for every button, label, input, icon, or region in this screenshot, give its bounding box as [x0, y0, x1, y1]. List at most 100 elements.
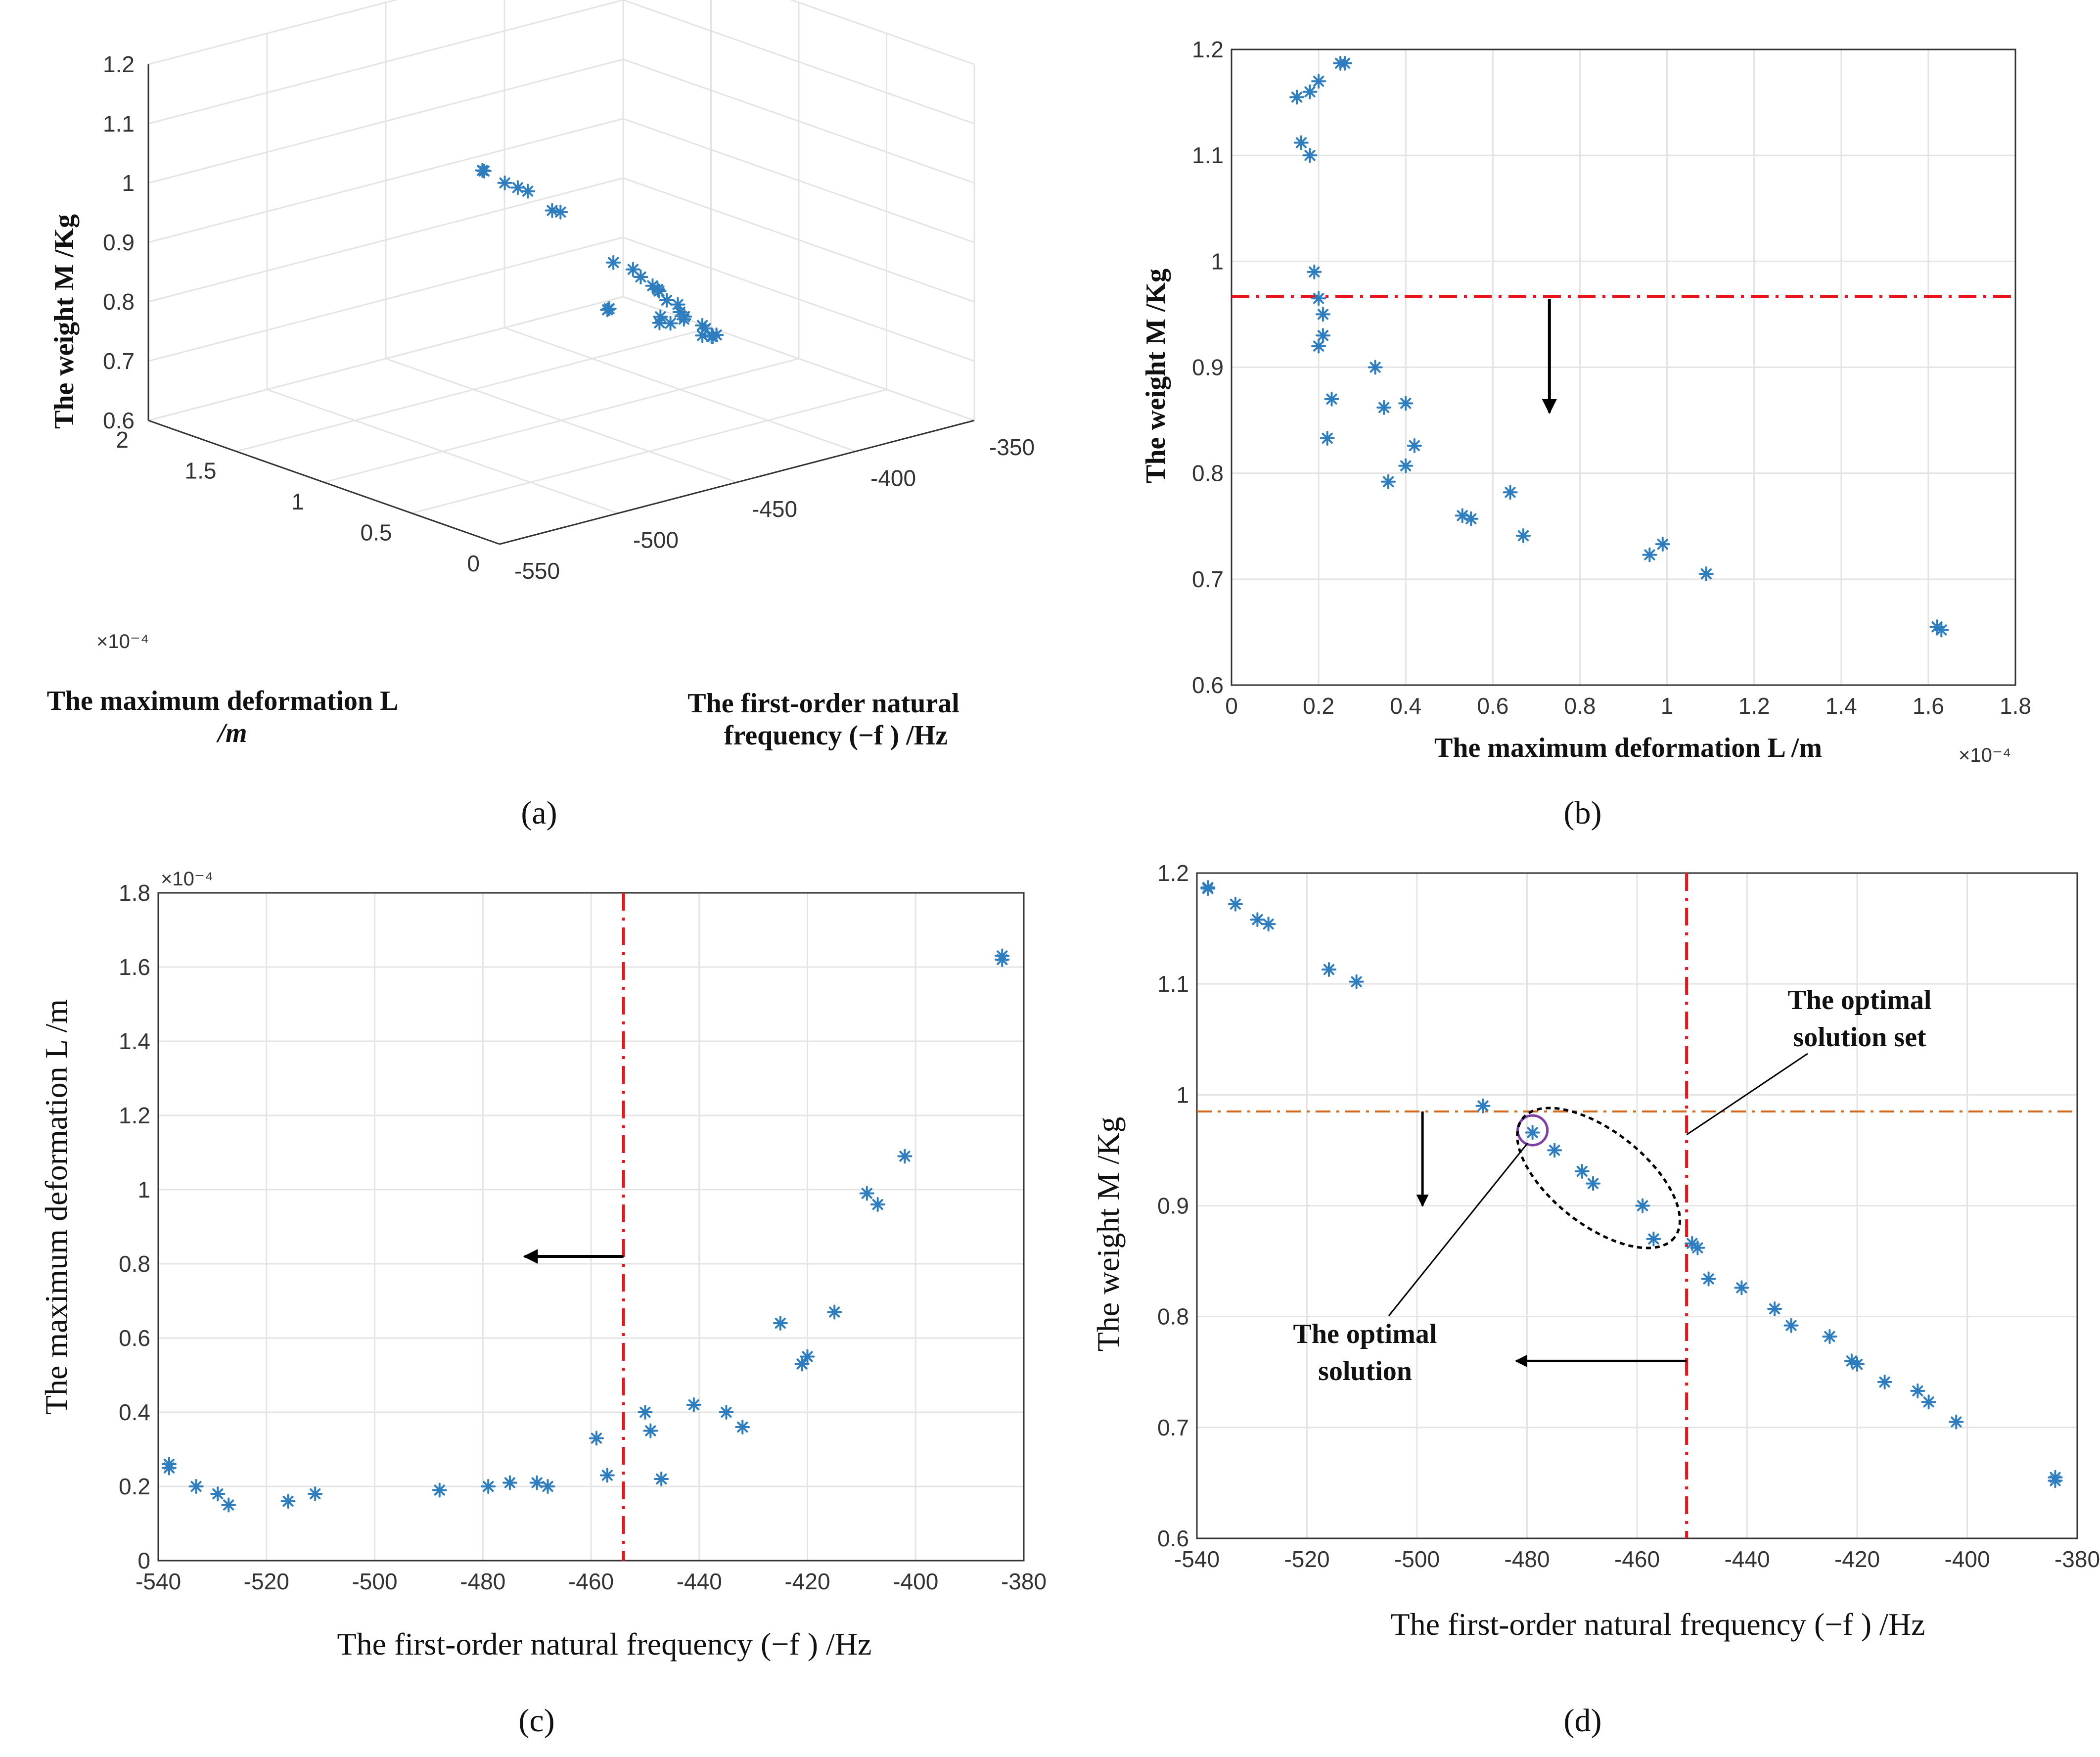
b-point-16 [1320, 430, 1335, 446]
d-point-17 [1734, 1280, 1749, 1295]
d-axes-box [1196, 872, 2078, 1539]
panel-a-sidewall-grid-z-1 [623, 236, 975, 362]
b-point-15 [1376, 400, 1392, 415]
c-tick-y-4: 0.8 [119, 1251, 150, 1277]
c-tick-y-7: 1.4 [119, 1028, 150, 1054]
c-tick-y-9: 1.8 [119, 880, 150, 906]
d-point-10 [1574, 1164, 1590, 1179]
panel-c-ticks: -540 -520 -500 -480 -460 -440 -420 -400 -380 0 0.2… [119, 880, 1047, 1594]
panel-d-annotation-solution-line1: The optimal [1293, 1319, 1437, 1349]
d-point-2 [1228, 896, 1243, 912]
c-tick-x-0: -540 [136, 1569, 181, 1594]
d-point-3 [1250, 912, 1265, 927]
d-point-19 [1783, 1318, 1799, 1333]
d-tick-x-7: -400 [1944, 1546, 1990, 1572]
c-point-17 [686, 1397, 701, 1412]
panel-a-tick-z-1: 0.7 [103, 348, 135, 374]
b-tick-x-1: 0.2 [1303, 693, 1334, 719]
b-point-5 [1293, 135, 1309, 150]
b-point-19 [1381, 474, 1396, 489]
c-point-19 [735, 1420, 750, 1434]
panel-a-tick-y-0: 0 [467, 551, 480, 576]
panel-a-backwall-grid-z-1 [148, 236, 624, 362]
c-tick-x-2: -500 [352, 1569, 397, 1594]
d-tick-y-6: 1.2 [1157, 860, 1189, 886]
panel-a-tick-x-1: -500 [633, 527, 679, 553]
b-axes-box [1231, 48, 2016, 686]
panel-d-set-leader [1686, 1053, 1808, 1136]
panel-d-points [1200, 880, 2063, 1488]
c-point-5 [280, 1494, 296, 1509]
panel-a-xlabel-line1: The first-order natural [687, 688, 959, 719]
panel-d-caption: (d) [1564, 1703, 1602, 1739]
panel-a-tick-x-0: -550 [514, 558, 560, 584]
panel-d-scatter: -540 -520 -500 -480 -460 -440 -420 -400 -380 0.6 0… [1091, 860, 2100, 1739]
panel-a-point-9 [633, 270, 648, 284]
b-point-22 [1463, 511, 1479, 526]
c-point-12 [589, 1431, 604, 1446]
panel-d-annotations [1388, 1053, 1808, 1316]
panel-c-xlabel: The first-order natural frequency (−f ) … [337, 1626, 872, 1662]
panel-a-backwall-grid-z-2 [148, 177, 624, 303]
c-point-15 [643, 1423, 658, 1438]
c-point-10 [529, 1475, 545, 1490]
c-point-23 [827, 1304, 842, 1320]
panel-c-scatter: -540 -520 -500 -480 -460 -440 -420 -400 -380 0 0.2… [39, 868, 1047, 1739]
b-point-2 [1311, 74, 1326, 89]
b-tick-x-5: 1 [1661, 693, 1674, 719]
panel-a-tick-z-4: 1 [122, 170, 135, 196]
panel-c-points [161, 948, 1010, 1513]
panel-a-tick-y-2: 1 [291, 489, 304, 514]
b-tick-x-4: 0.8 [1564, 693, 1596, 719]
panel-c-threshold [523, 893, 625, 1561]
b-point-26 [1698, 566, 1714, 582]
d-tick-y-4: 1 [1176, 1082, 1189, 1108]
d-tick-x-4: -460 [1614, 1546, 1660, 1572]
panel-a-y-exponent: ×10⁻⁴ [96, 631, 149, 652]
panel-b-x-exponent: ×10⁻⁴ [1959, 744, 2011, 766]
panel-a-point-20 [676, 312, 691, 327]
panel-a-tick-y-4: 2 [116, 427, 129, 453]
c-tick-x-1: -520 [244, 1569, 289, 1594]
panel-a-floor-grid-l-2 [323, 358, 799, 483]
panel-d-ticks: -540 -520 -500 -480 -460 -440 -420 -400 -380 0.6 0… [1157, 860, 2100, 1572]
b-point-7 [1307, 264, 1322, 279]
panel-a-sidewall-grid-z-5 [623, 0, 975, 125]
d-point-25 [1921, 1394, 1936, 1410]
c-tick-y-8: 1.6 [119, 954, 150, 980]
b-tick-x-2: 0.4 [1390, 693, 1421, 719]
panel-d-grid [1196, 872, 2078, 1539]
panel-a-tick-x-3: -400 [870, 465, 916, 491]
b-tick-y-2: 0.8 [1192, 461, 1224, 486]
panel-a-ylabel-line1: The maximum deformation L [47, 686, 399, 716]
panel-a-point-28 [600, 302, 615, 318]
panel-a-sidewall-grid-z-6 [789, 0, 975, 65]
panel-a-sidewall-grid-z-2 [623, 177, 975, 303]
d-point-9 [1547, 1143, 1562, 1158]
panel-a-ticks: -550 -500 -450 -400 -350 0 0.5 1 1.5 20.6 0.7 0.8 0.… [103, 51, 1035, 584]
c-point-18 [719, 1405, 734, 1420]
panel-a-backwall-grid-z-0 [148, 296, 624, 421]
panel-a-point-6 [553, 204, 568, 220]
d-point-26 [1949, 1414, 1964, 1430]
b-point-10 [1315, 328, 1330, 343]
b-tick-x-8: 1.6 [1913, 693, 1944, 719]
panel-a-point-4 [520, 184, 536, 199]
panel-d-annotation-solution-line2: solution [1318, 1356, 1412, 1387]
b-point-8 [1311, 291, 1326, 306]
panel-a-backwall-grid-z-3 [148, 118, 624, 243]
d-point-1 [1200, 881, 1216, 896]
panel-a-xlabel-line2: frequency (−f ) /Hz [724, 720, 948, 751]
panel-a-floor-grid-l-1 [411, 389, 887, 514]
panel-a-point-8 [625, 262, 640, 277]
panel-d-optimal-set-ellipse [1516, 1107, 1682, 1249]
c-point-7 [432, 1482, 447, 1498]
d-tick-x-8: -380 [2054, 1546, 2100, 1572]
c-point-26 [897, 1149, 913, 1164]
panel-a-backwall-grid-z-5 [148, 0, 624, 125]
c-point-2 [188, 1479, 204, 1494]
b-point-20 [1503, 485, 1518, 500]
d-point-18 [1767, 1301, 1782, 1316]
b-point-18 [1398, 458, 1414, 473]
